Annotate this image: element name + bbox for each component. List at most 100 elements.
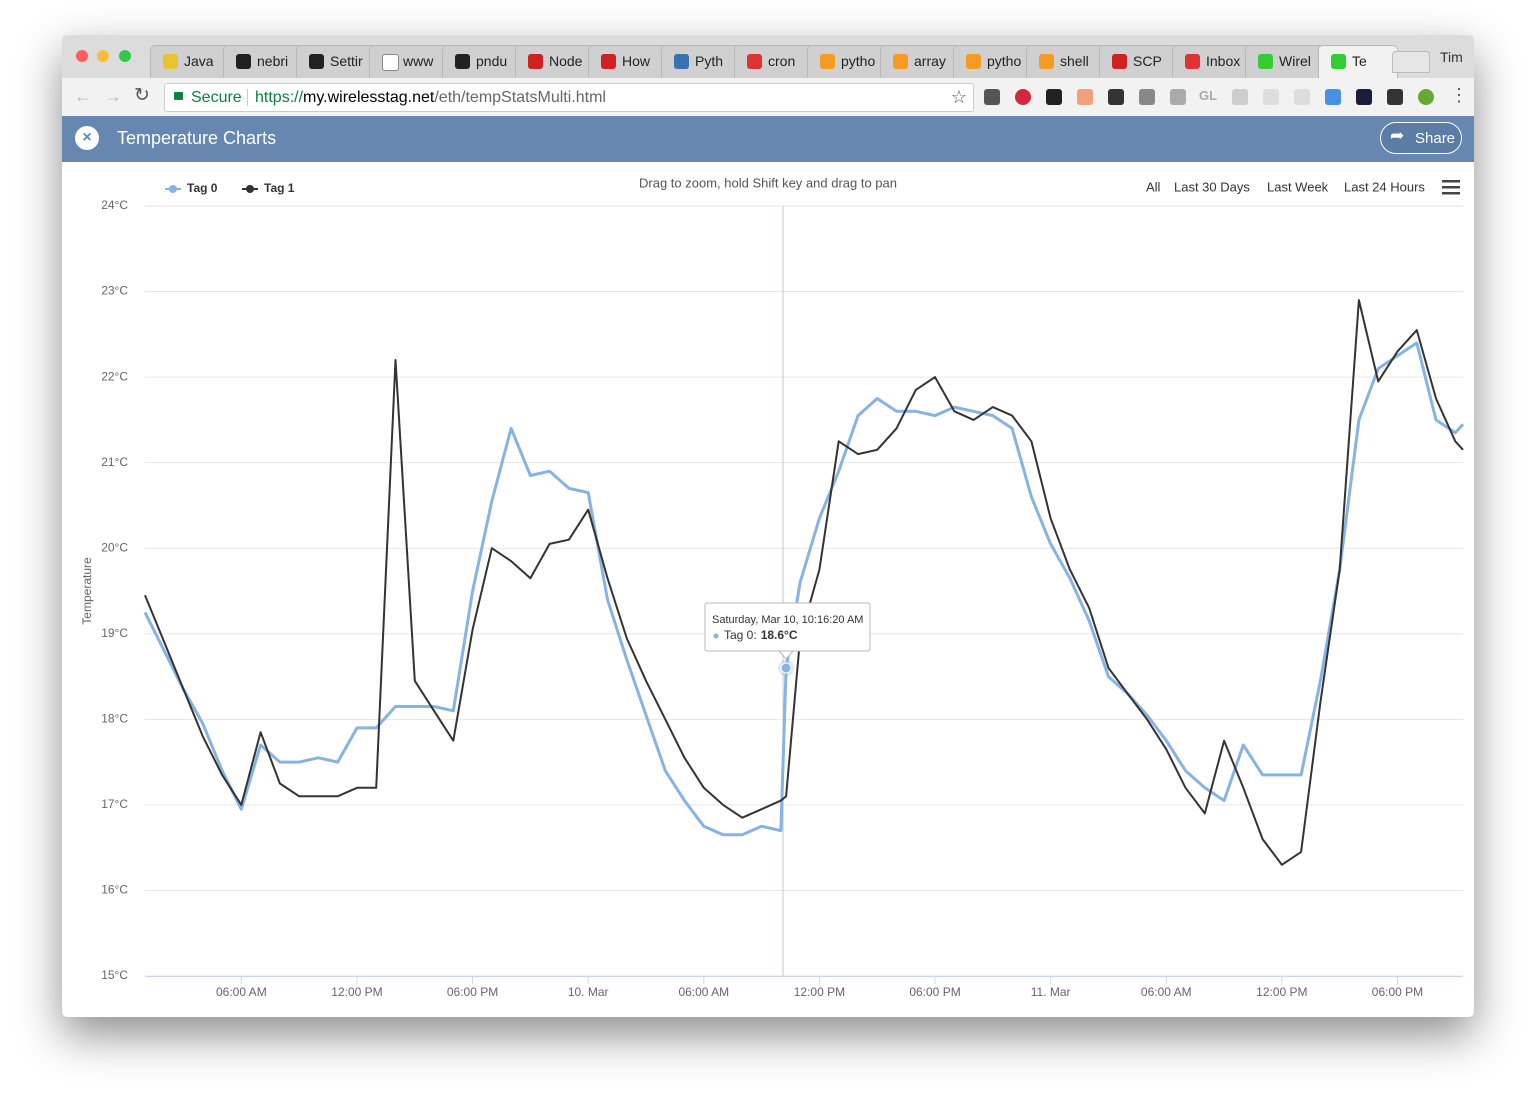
range-button[interactable]: Last 30 Days [1174, 179, 1250, 194]
x-tick-label: 12:00 PM [331, 985, 382, 999]
minimize-window[interactable] [97, 50, 109, 62]
legend-label[interactable]: Tag 0 [187, 181, 218, 195]
tooltip: Saturday, Mar 10, 10:16:20 AM Tag 0: 18.6°… [704, 602, 871, 660]
browser-tab[interactable]: Inbox [1172, 45, 1252, 78]
tab-icon [455, 54, 470, 69]
maximize-window[interactable] [119, 50, 131, 62]
extension-icon[interactable] [1418, 89, 1434, 105]
browser-tab[interactable]: Java [150, 45, 230, 78]
legend-label[interactable]: Tag 1 [264, 181, 295, 195]
legend-marker [246, 185, 254, 193]
browser-tab[interactable]: pndu [442, 45, 522, 78]
forward-button[interactable]: → [104, 86, 122, 106]
tab-icon [236, 54, 251, 69]
extension-icon[interactable] [1046, 89, 1062, 105]
y-tick-label: 15°C [101, 968, 128, 982]
tab-title: Settir [330, 53, 363, 69]
extension-icon[interactable] [1294, 89, 1310, 105]
extension-label[interactable]: GL [1199, 88, 1218, 103]
tab-title: Inbox [1206, 53, 1241, 69]
range-button[interactable]: All [1146, 179, 1161, 194]
tab-title: Java [184, 53, 214, 69]
share-button[interactable]: ➦ Share [1380, 122, 1462, 154]
x-tick-label: 12:00 PM [794, 985, 845, 999]
menu-button[interactable]: ⋮ [1450, 85, 1468, 105]
browser-tab[interactable]: How [588, 45, 668, 78]
y-tick-label: 19°C [101, 626, 128, 640]
extension-icon[interactable] [1232, 89, 1248, 105]
tab-icon [163, 54, 178, 69]
y-tick-label: 23°C [101, 284, 128, 298]
reload-button[interactable]: ↻ [134, 85, 150, 106]
browser-tab[interactable]: pytho [807, 45, 887, 78]
bookmark-star[interactable]: ☆ [950, 87, 967, 107]
tooltip-bullet [713, 633, 719, 639]
extension-icon[interactable] [984, 89, 1000, 105]
browser-tab[interactable]: Pyth [661, 45, 741, 78]
tab-title: How [622, 53, 651, 69]
back-button[interactable]: ← [74, 86, 92, 106]
address-bar[interactable]: Secure https://my.wirelesstag.net/eth/te… [164, 83, 974, 112]
extension-icon[interactable] [1139, 89, 1155, 105]
menu-icon[interactable] [1442, 180, 1460, 195]
tooltip-title: Saturday, Mar 10, 10:16:20 AM [712, 614, 863, 626]
tab-bar: Java nebri Settir www pndu Node How Pyth cron pyt… [62, 35, 1474, 78]
tooltip-series: Tag 0: [724, 628, 757, 642]
x-tick-label: 06:00 PM [1372, 985, 1423, 999]
browser-tab[interactable]: pytho [953, 45, 1033, 78]
x-tick-label: 11. Mar [1031, 985, 1071, 999]
close-charts-button[interactable]: × [75, 126, 99, 150]
tab-icon [382, 54, 399, 71]
browser-tab[interactable]: array [880, 45, 960, 78]
tab-icon [1039, 54, 1054, 69]
url-host: my.wirelesstag.net [303, 89, 435, 106]
browser-tab[interactable]: shell [1026, 45, 1106, 78]
secure-label: Secure [191, 89, 242, 106]
extension-icon[interactable] [1170, 89, 1186, 105]
tab-title: www [403, 53, 434, 69]
range-button[interactable]: Last 24 Hours [1344, 179, 1425, 194]
close-window[interactable] [76, 50, 88, 62]
extension-icon[interactable] [1387, 89, 1403, 105]
x-tick-label: 06:00 AM [1141, 985, 1192, 999]
x-tick-label: 06:00 AM [216, 985, 267, 999]
tab-icon [528, 54, 543, 69]
y-tick-label: 17°C [101, 797, 128, 811]
browser-tab[interactable]: Node [515, 45, 595, 78]
y-axis-title: Temperature [80, 557, 94, 625]
extension-icon[interactable] [1325, 89, 1341, 105]
tab-title: array [914, 53, 946, 69]
tab-title: pytho [841, 53, 876, 69]
tab-title: pndu [476, 53, 508, 69]
y-tick-label: 20°C [101, 540, 128, 554]
url-scheme: https:// [255, 89, 304, 106]
tab-title: shell [1060, 53, 1089, 69]
new-tab[interactable] [1392, 51, 1430, 73]
x-tick-label: 12:00 PM [1256, 985, 1307, 999]
tab-icon [1185, 54, 1200, 69]
profile-name[interactable]: Tim [1440, 49, 1463, 65]
extension-icon[interactable] [1356, 89, 1372, 105]
y-tick-label: 18°C [101, 712, 128, 726]
x-tick-label: 06:00 PM [447, 985, 498, 999]
extension-icon[interactable] [1108, 89, 1124, 105]
browser-tab[interactable]: Wirel [1245, 45, 1325, 78]
browser-tab[interactable]: www [369, 45, 449, 78]
range-button[interactable]: Last Week [1267, 179, 1329, 194]
share-icon: ➦ [1390, 126, 1405, 145]
extension-icon[interactable] [1263, 89, 1279, 105]
browser-tab[interactable]: Te [1318, 45, 1398, 78]
series-line [143, 341, 1465, 837]
tab-icon [309, 54, 324, 69]
tab-title: Te [1352, 53, 1367, 69]
url-path: /eth/tempStatsMulti.html [434, 89, 606, 106]
extension-icon[interactable] [1077, 89, 1093, 105]
toolbar: ← → ↻ Secure https://my.wirelesstag.net/… [62, 78, 1474, 117]
browser-tab[interactable]: Settir [296, 45, 376, 78]
tab-icon [820, 54, 835, 69]
y-tick-label: 16°C [101, 883, 128, 897]
browser-tab[interactable]: SCP [1099, 45, 1179, 78]
tooltip-box [704, 602, 871, 652]
extension-icon[interactable] [1015, 89, 1031, 105]
